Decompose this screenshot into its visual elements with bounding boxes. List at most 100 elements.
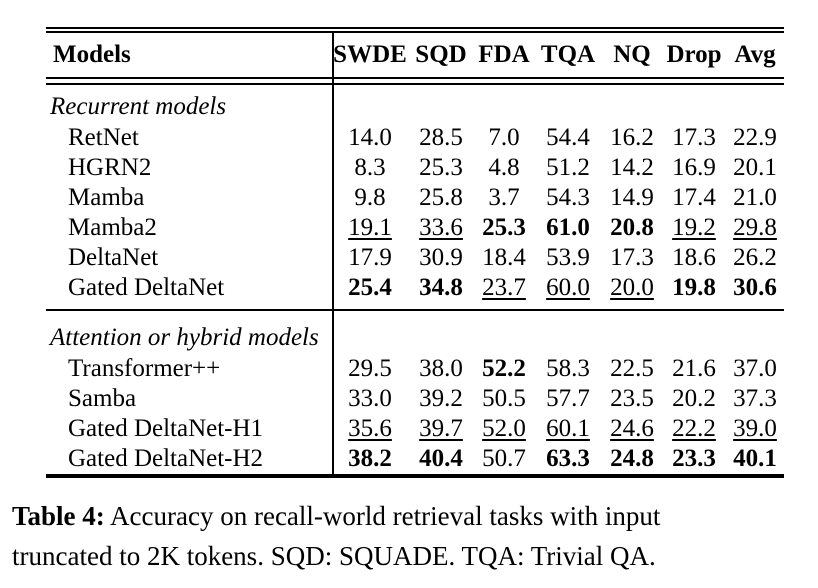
- value-cell: 16.9: [662, 153, 726, 183]
- value-cell: 37.0: [726, 354, 784, 384]
- value-text: 24.6: [610, 415, 654, 442]
- table-row: RetNet 14.0 28.5 7.0 54.4 16.2 17.3 22.9: [46, 123, 784, 153]
- model-name-cell: RetNet: [68, 124, 139, 151]
- table-body: Recurrent models RetNet 14.0 28.5 7.0 54.4 16.…: [46, 85, 784, 474]
- value-text: 53.9: [546, 244, 590, 271]
- value-cell: 39.0: [726, 414, 784, 444]
- value-text: 17.4: [672, 184, 716, 211]
- value-cell: 17.9: [332, 243, 408, 273]
- value-text: 61.0: [546, 214, 590, 241]
- table-row: HGRN2 8.3 25.3 4.8 51.2 14.2 16.9 20.1: [46, 153, 784, 183]
- value-text: 29.8: [733, 214, 777, 241]
- value-cell: 54.3: [534, 183, 602, 213]
- table-caption: Table 4: Accuracy on recall-world retrie…: [12, 496, 812, 576]
- value-cell: 17.3: [662, 123, 726, 153]
- value-text: 9.8: [354, 184, 386, 211]
- top-rule: [46, 27, 784, 33]
- value-text: 63.3: [546, 445, 590, 472]
- value-cell: 24.8: [602, 444, 662, 474]
- value-text: 3.7: [488, 184, 520, 211]
- value-cell: 50.5: [474, 384, 534, 414]
- section-divider-row: [46, 303, 784, 316]
- caption-line-1: Table 4: Accuracy on recall-world retrie…: [12, 496, 812, 536]
- value-text: 30.6: [733, 274, 777, 301]
- column-header-models: Models: [53, 41, 131, 68]
- value-cell: 60.1: [534, 414, 602, 444]
- value-cell: 7.0: [474, 123, 534, 153]
- model-name-cell: Gated DeltaNet-H1: [68, 415, 264, 442]
- value-text: 38.2: [348, 445, 392, 472]
- accuracy-table: Models SWDE SQD FDA TQA NQ Drop Avg Recurrent m…: [46, 33, 784, 474]
- value-cell: 29.8: [726, 213, 784, 243]
- value-cell: 37.3: [726, 384, 784, 414]
- value-cell: 19.2: [662, 213, 726, 243]
- value-cell: 53.9: [534, 243, 602, 273]
- value-text: 16.2: [610, 124, 654, 151]
- value-text: 35.6: [348, 415, 392, 442]
- value-text: 25.4: [348, 274, 392, 301]
- model-name-cell: HGRN2: [68, 154, 152, 181]
- value-cell: 39.2: [408, 384, 474, 414]
- value-text: 54.3: [546, 184, 590, 211]
- value-text: 30.9: [419, 244, 463, 271]
- value-text: 28.5: [419, 124, 463, 151]
- value-cell: 19.1: [332, 213, 408, 243]
- value-cell: 23.5: [602, 384, 662, 414]
- value-text: 21.0: [733, 184, 777, 211]
- value-text: 23.5: [610, 385, 654, 412]
- value-text: 20.0: [610, 274, 654, 301]
- value-cell: 50.7: [474, 444, 534, 474]
- value-text: 33.0: [348, 385, 392, 412]
- value-text: 23.3: [672, 445, 716, 472]
- value-text: 20.1: [733, 154, 777, 181]
- value-cell: 39.7: [408, 414, 474, 444]
- model-name-cell: Gated DeltaNet-H2: [68, 445, 264, 472]
- value-cell: 21.0: [726, 183, 784, 213]
- header-rule-row: [46, 77, 784, 85]
- value-text: 50.7: [482, 445, 526, 472]
- column-header-sqd: SQD: [415, 41, 467, 68]
- value-cell: 19.8: [662, 273, 726, 303]
- value-text: 20.8: [610, 214, 654, 241]
- value-text: 51.2: [546, 154, 590, 181]
- value-text: 26.2: [733, 244, 777, 271]
- value-cell: 35.6: [332, 414, 408, 444]
- value-cell: 34.8: [408, 273, 474, 303]
- value-text: 18.6: [672, 244, 716, 271]
- value-cell: 58.3: [534, 354, 602, 384]
- value-text: 18.4: [482, 244, 526, 271]
- value-text: 22.9: [733, 124, 777, 151]
- value-cell: 20.1: [726, 153, 784, 183]
- caption-label: Table 4:: [12, 501, 105, 531]
- value-cell: 18.6: [662, 243, 726, 273]
- value-text: 19.8: [672, 274, 716, 301]
- value-cell: 18.4: [474, 243, 534, 273]
- value-cell: 33.0: [332, 384, 408, 414]
- value-text: 57.7: [546, 385, 590, 412]
- value-cell: 26.2: [726, 243, 784, 273]
- value-text: 29.5: [348, 355, 392, 382]
- column-header-avg: Avg: [734, 41, 776, 68]
- value-text: 14.9: [610, 184, 654, 211]
- caption-text-1: Accuracy on recall-world retrieval tasks…: [110, 501, 661, 531]
- value-cell: 60.0: [534, 273, 602, 303]
- value-text: 4.8: [488, 154, 520, 181]
- value-text: 16.9: [672, 154, 716, 181]
- section-header-row: Attention or hybrid models: [46, 316, 784, 354]
- model-name-cell: Gated DeltaNet: [68, 274, 225, 301]
- value-cell: 25.4: [332, 273, 408, 303]
- value-cell: 30.6: [726, 273, 784, 303]
- value-cell: 16.2: [602, 123, 662, 153]
- value-cell: 20.0: [602, 273, 662, 303]
- value-cell: 14.0: [332, 123, 408, 153]
- value-cell: 20.2: [662, 384, 726, 414]
- section-label: Recurrent models: [50, 93, 227, 120]
- value-cell: 22.5: [602, 354, 662, 384]
- value-text: 52.2: [482, 355, 526, 382]
- column-header-tqa: TQA: [540, 41, 596, 68]
- value-cell: 29.5: [332, 354, 408, 384]
- table-row: Transformer++ 29.5 38.0 52.2 58.3 22.5 21.6 37.…: [46, 354, 784, 384]
- table-row: Mamba2 19.1 33.6 25.3 61.0 20.8 19.2 29.8: [46, 213, 784, 243]
- header-row: Models SWDE SQD FDA TQA NQ Drop Avg: [46, 33, 784, 77]
